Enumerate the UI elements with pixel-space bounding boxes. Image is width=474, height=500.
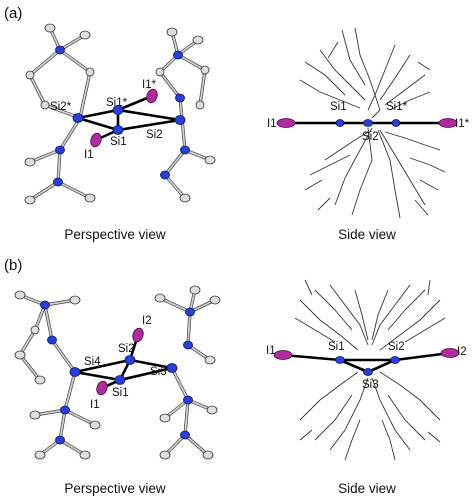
panel-b-side-bond-si2-i2 xyxy=(393,351,452,362)
panel-b-side-structure: I1 Si1 Si2 I2 Si3 xyxy=(266,279,467,461)
panel-b-side-atom-si1 xyxy=(335,356,345,364)
panel-b-perspective-label-si1: Si1 xyxy=(112,387,129,399)
panel-b-side-atom-si3 xyxy=(363,368,373,376)
panel-a-si-framework-bonds xyxy=(76,94,182,142)
panel-b-perspective-label-si2: Si2 xyxy=(118,343,135,355)
panel-a-side-atom-si1 xyxy=(335,119,345,127)
panel-a-perspective-label-si2: Si2 xyxy=(146,129,163,141)
panel-a-side-atom-i1 xyxy=(276,118,296,128)
panel-b-side-label-si3: Si3 xyxy=(362,379,379,391)
panel-a-side-atom-i1-star xyxy=(438,118,458,128)
panel-b-side-label-si2: Si2 xyxy=(388,341,405,353)
panel-a-side-structure: I1 Si1 Si2 Si1* I1* xyxy=(267,27,470,219)
panel-b-label: (b) xyxy=(4,257,22,274)
panel-b-side-label-i1: I1 xyxy=(266,345,276,357)
panel-a-perspective-structure: Si2* Si1* I1* Si1 Si2 I1 xyxy=(24,23,216,205)
panel-b-perspective-label-si4: Si4 xyxy=(84,356,101,368)
panel-a-side-label-si2: Si2 xyxy=(362,131,379,143)
panel-b-si-framework-bonds xyxy=(73,333,174,390)
panel-a-perspective-label-si2-star: Si2* xyxy=(50,101,72,113)
panel-b-perspective-label-i1: I1 xyxy=(90,399,100,411)
panel-b-perspective-label-i2: I2 xyxy=(142,315,152,327)
panel-b-ellipsoids xyxy=(14,285,221,460)
panel-b-side-label-si1: Si1 xyxy=(328,341,345,353)
panel-b-side-bond-si1-si3 xyxy=(338,358,370,374)
panel-b-side-atom-si2 xyxy=(390,356,400,364)
panel-a-perspective-label-si1-star: Si1* xyxy=(106,97,128,109)
panel-a-ellipsoids xyxy=(24,23,216,205)
panel-b-perspective-structure: I2 Si2 Si4 Si3 Si1 I1 xyxy=(14,285,221,460)
panel-b-side-bond-i1-si1 xyxy=(281,353,342,362)
panel-a-side-atom-si1-star xyxy=(391,119,401,127)
panel-b-perspective-caption: Perspective view xyxy=(64,481,166,496)
panel-b-side-bond-si2-si3 xyxy=(366,358,397,374)
panel-b-side-atom-i2 xyxy=(440,348,460,358)
panel-a-perspective-label-si1: Si1 xyxy=(110,136,127,148)
panel-a-side-label-i1: I1 xyxy=(267,118,277,130)
panel-b-side-caption: Side view xyxy=(338,481,396,496)
panel-a-side-label-i1-star: I1* xyxy=(455,118,470,130)
panel-a-side-atom-si2 xyxy=(363,119,373,127)
panel-a-perspective-label-i1-star: I1* xyxy=(142,79,157,91)
panel-a-side-wireframe xyxy=(299,27,446,219)
panel-b-side-label-i2: I2 xyxy=(457,346,467,358)
panel-b-side-atom-i1 xyxy=(273,350,293,360)
panel-a-side-label-si1-star: Si1* xyxy=(386,101,408,113)
panel-b-side-wireframe xyxy=(294,279,446,461)
panel-a-perspective-caption: Perspective view xyxy=(64,227,166,242)
panel-a-side-label-si1: Si1 xyxy=(330,101,347,113)
panel-a-label: (a) xyxy=(4,5,22,22)
panel-a-perspective-label-i1: I1 xyxy=(84,149,94,161)
panel-a-side-caption: Side view xyxy=(338,227,396,242)
panel-b-perspective-label-si3: Si3 xyxy=(150,366,167,378)
panel-b-substituent-sticks xyxy=(18,288,217,457)
